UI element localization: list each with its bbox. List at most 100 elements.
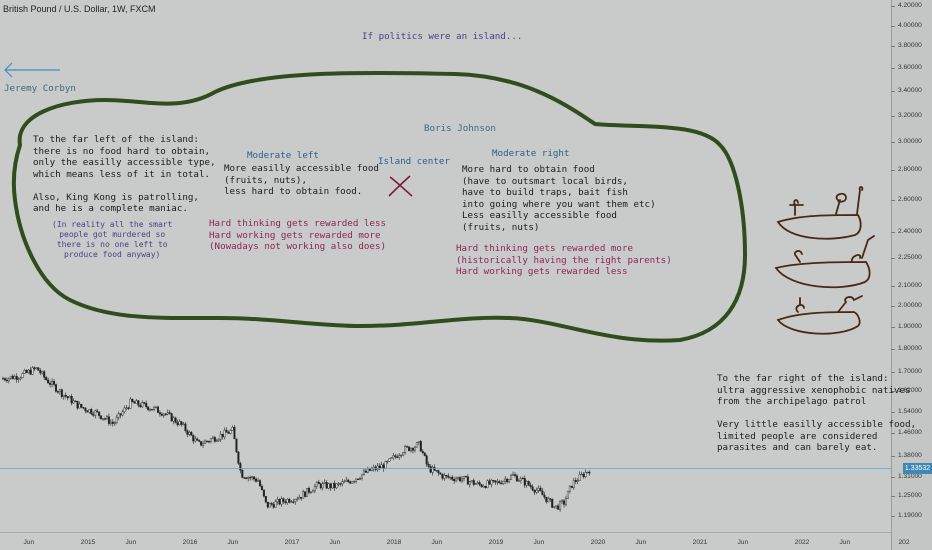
candle-body [415,442,418,448]
candle-body [300,497,303,499]
candle-body [266,501,269,508]
far-left-text[interactable]: To the far left of the island: there is … [33,134,216,214]
candle-body [166,412,169,415]
candle-body [559,501,562,510]
candle-body [543,494,546,498]
candle-body [168,412,171,414]
candle-body [223,429,226,438]
candle-body [80,403,83,408]
candle-body [404,446,407,454]
candle-body [162,413,165,416]
candle-body [5,379,8,382]
candle-body [360,474,363,479]
candle-body [205,440,208,442]
price-tick-mark [891,232,895,234]
candle-body [321,483,324,489]
candle-body [43,371,46,378]
candle-body [253,476,256,480]
candle-body [319,483,322,489]
candle-body [19,377,22,379]
price-tick-label: 1.70000 [898,367,922,375]
candle-body [62,394,65,397]
candle-body [2,378,5,380]
candle-body [362,470,365,475]
candle-body [468,481,471,485]
candle-body [227,432,230,434]
price-tick-mark [891,91,895,93]
island-center-x-icon [388,175,413,197]
candle-body [462,476,465,480]
far-right-text[interactable]: To the far right of the island: ultra ag… [717,373,917,453]
moderate-right-rewards[interactable]: Hard thinking gets rewarded more (histor… [456,243,672,277]
candle-body [545,496,548,503]
candle-body [255,478,258,482]
candle-body [527,481,530,486]
candle-body [478,482,481,485]
candle-body [27,369,30,373]
time-tick-label: Jun [533,539,545,546]
far-left-note[interactable]: (In reality all the smart people got mur… [52,220,173,259]
moderate-left-title[interactable]: Moderate left [247,150,319,161]
candle-body [64,394,67,397]
price-tick-label: 3.60000 [898,64,922,72]
candle-body [464,476,467,478]
price-axis[interactable] [891,0,932,550]
candle-body [257,480,260,482]
candle-body [164,413,167,415]
price-tick-label: 2.40000 [898,228,922,236]
candle-body [572,480,575,488]
price-tick-label: 1.90000 [898,322,922,330]
candle-body [547,498,550,503]
candle-body [351,481,354,484]
candle-body [156,406,159,413]
candle-body [54,384,57,392]
candle-body [431,467,434,473]
island-center-label[interactable]: Island center [378,156,450,167]
candle-body [213,437,216,442]
candle-body [294,499,297,502]
boats-drawing-icon [774,186,875,335]
candle-body [13,376,16,380]
candle-body [262,489,265,497]
top-figure-label[interactable]: Boris Johnson [424,123,496,134]
candle-body [100,415,103,420]
left-figure-label[interactable]: Jeremy Corbyn [4,83,76,94]
candle-body [488,480,491,485]
moderate-left-body[interactable]: More easilly accessible food (fruits, nu… [224,163,379,197]
candle-body [419,441,422,452]
candle-body [194,438,197,442]
candle-body [402,452,405,456]
time-tick-label: 2020 [590,539,606,546]
candle-body [566,490,569,499]
candle-body [304,491,307,497]
candle-body [66,396,69,399]
time-tick-label: 2022 [794,539,810,546]
candle-body [457,477,460,480]
candle-body [494,480,497,483]
headline-annotation[interactable]: If politics were an island... [362,31,523,42]
candle-body [31,367,34,375]
candle-body [102,418,105,420]
moderate-left-rewards[interactable]: Hard thinking gets rewarded less Hard wo… [209,218,387,252]
candle-body [355,478,358,482]
candle-body [105,416,108,419]
symbol-title[interactable]: British Pound / U.S. Dollar, 1W, FXCM [3,4,156,14]
time-tick-label: Jun [329,539,341,546]
candle-body [133,401,136,404]
price-tick-mark [891,306,895,308]
candle-body [486,480,489,488]
candle-body [170,413,173,422]
candle-body [96,410,99,413]
candle-body [406,446,409,448]
candle-body [557,505,560,510]
x-axis-line [0,532,891,533]
candle-body [119,413,122,416]
candle-body [280,498,283,505]
moderate-right-title[interactable]: Moderate right [492,148,570,159]
candle-body [549,498,552,500]
candle-body [58,389,61,392]
moderate-right-body[interactable]: More hard to obtain food (have to outsma… [462,164,656,233]
candle-body [186,430,189,435]
